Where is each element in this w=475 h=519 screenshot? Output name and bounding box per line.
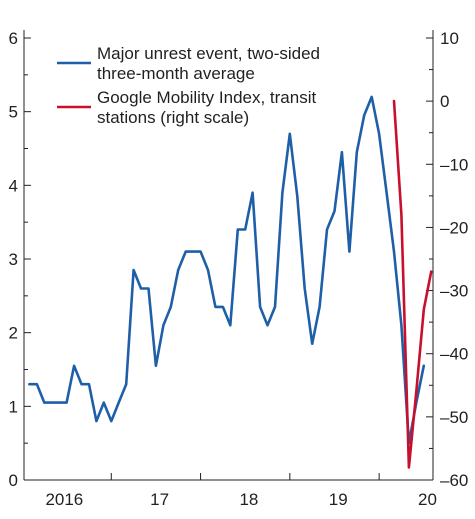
- right-tick-label: –60: [440, 471, 468, 490]
- right-tick-label: –50: [440, 408, 468, 427]
- left-tick-label: 1: [9, 397, 18, 416]
- legend-label: stations (right scale): [97, 108, 249, 127]
- right-tick-label: 10: [440, 29, 459, 48]
- legend: Major unrest event, two-sidedthree-month…: [57, 44, 320, 127]
- legend-label: three-month average: [97, 64, 255, 83]
- left-tick-label: 6: [9, 29, 18, 48]
- right-tick-label: 0: [440, 92, 449, 111]
- x-tick-label: 20: [418, 490, 437, 509]
- right-tick-label: –20: [440, 218, 468, 237]
- left-tick-label: 0: [9, 471, 18, 490]
- x-tick-label: 17: [150, 490, 169, 509]
- legend-label: Major unrest event, two-sided: [97, 44, 320, 63]
- left-tick-label: 5: [9, 103, 18, 122]
- series-layer: [28, 95, 433, 469]
- right-tick-label: –40: [440, 345, 468, 364]
- x-tick-label: 19: [329, 490, 348, 509]
- right-tick-label: –30: [440, 282, 468, 301]
- left-tick-label: 2: [9, 324, 18, 343]
- left-tick-label: 4: [9, 176, 18, 195]
- series-line-mobility: [392, 99, 433, 469]
- series-line-unrest: [28, 95, 426, 445]
- right-tick-label: –10: [440, 155, 468, 174]
- x-tick-label: 2016: [45, 490, 83, 509]
- legend-label: Google Mobility Index, transit: [97, 88, 316, 107]
- axes: 0 1 2 3 4 5 6 10 0 –10 –20 –30 –40 –50 –60 2016 17 18 19 20: [9, 29, 469, 509]
- x-tick-label: 18: [239, 490, 258, 509]
- left-tick-label: 3: [9, 250, 18, 269]
